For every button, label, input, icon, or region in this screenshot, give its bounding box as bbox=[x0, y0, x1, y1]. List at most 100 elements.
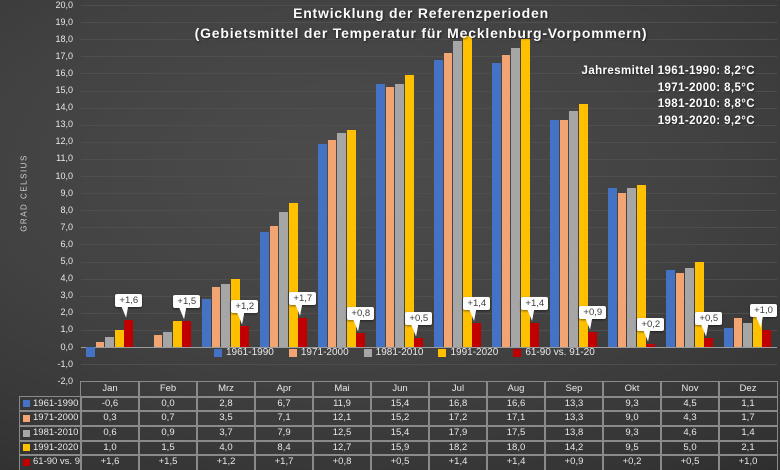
bar-1991-2020-Nov bbox=[694, 261, 704, 347]
y-tick-label: 2,0 bbox=[60, 307, 73, 318]
legend-label: 1991-2020 bbox=[450, 347, 499, 358]
legend-swatch bbox=[513, 348, 522, 357]
y-axis-title: GRAD CELSIUS bbox=[19, 154, 29, 232]
callout-tail bbox=[411, 324, 419, 337]
y-tick-label: -2,0 bbox=[57, 375, 73, 386]
table-cell-1971-2000-Mai: 12,1 bbox=[312, 410, 372, 427]
callout-Dez: +1,0 bbox=[750, 303, 777, 328]
bar-1971-2000-Apr bbox=[269, 225, 279, 347]
callout-tail bbox=[585, 317, 593, 330]
bar-1971-2000-Mai bbox=[327, 140, 337, 347]
bar-61-90-vs-91-20-Okt bbox=[646, 343, 656, 347]
table-cell-1971-2000-Aug: 17,1 bbox=[486, 410, 546, 427]
table-row-label-text: 1971-2000 bbox=[33, 412, 79, 424]
table-cell-1971-2000-Feb: 0,7 bbox=[138, 410, 198, 427]
bar-61-90-vs-91-20-Jan bbox=[124, 319, 134, 347]
bar-61-90-vs-91-20-Jun bbox=[414, 338, 424, 347]
table-corner-cell bbox=[20, 382, 81, 397]
table-cell-1981-2010-Mrz: 3,7 bbox=[196, 425, 256, 442]
series-color-swatch bbox=[23, 415, 30, 423]
y-gridline bbox=[81, 22, 777, 24]
bar-1961-1990-Mai bbox=[318, 143, 327, 347]
bar-1991-2020-Jul bbox=[462, 35, 472, 347]
bar-1961-1990-Sep bbox=[550, 119, 559, 347]
y-gridline bbox=[81, 210, 777, 212]
table-row-label-text: 1961-1990 bbox=[33, 397, 79, 409]
bar-1971-2000-Jun bbox=[385, 87, 395, 347]
legend-label: 1981-2010 bbox=[375, 347, 424, 358]
y-tick-label: 7,0 bbox=[60, 221, 73, 232]
legend-swatch bbox=[438, 348, 447, 357]
table-cell-61-90-vs-91-20-Apr: +1,7 bbox=[254, 454, 314, 470]
y-tick-label: 6,0 bbox=[60, 238, 73, 249]
y-gridline bbox=[81, 295, 777, 297]
table-row-label: 1991-2020 bbox=[19, 440, 82, 456]
table-cell-1961-1990-Jan: -0,6 bbox=[80, 396, 140, 412]
table-cell-1991-2020-Nov: 5,0 bbox=[660, 440, 720, 456]
table-cell-1991-2020-Mrz: 4,0 bbox=[196, 440, 256, 456]
table-header-Sep: Sep bbox=[544, 381, 604, 398]
table-header-Jul: Jul bbox=[428, 381, 488, 398]
callout-Sep: +0,9 bbox=[579, 305, 607, 330]
callout-tail bbox=[643, 329, 651, 342]
bar-1991-2020-Jun bbox=[404, 75, 414, 347]
callout-tail bbox=[527, 309, 535, 322]
table-cell-1961-1990-Mrz: 2,8 bbox=[196, 396, 256, 412]
callout-Feb: +1,5 bbox=[173, 295, 201, 320]
table-cell-1971-2000-Nov: 4,3 bbox=[660, 410, 720, 427]
table-row-label-text: 1991-2020 bbox=[33, 441, 79, 453]
table-header-Dez: Dez bbox=[718, 381, 778, 398]
table-cell-1961-1990-Feb: 0,0 bbox=[138, 396, 198, 412]
table-cell-1961-1990-Jun: 15,4 bbox=[370, 396, 430, 412]
bar-1971-2000-Aug bbox=[501, 54, 511, 347]
bar-1981-2010-Okt bbox=[627, 187, 636, 347]
callout-tail bbox=[701, 324, 709, 337]
legend-swatch bbox=[363, 348, 372, 357]
bar-1981-2010-Mai bbox=[337, 133, 346, 347]
table-cell-1991-2020-Jul: 18,2 bbox=[428, 440, 488, 456]
y-tick-label: 3,0 bbox=[60, 290, 73, 301]
table-cell-1961-1990-Sep: 13,3 bbox=[544, 396, 604, 412]
callout-tail bbox=[237, 312, 245, 325]
table-row-label: 61-90 vs. 91-20 bbox=[19, 454, 82, 470]
y-gridline bbox=[81, 73, 777, 75]
legend-item-1961-1990: 1961-1990 bbox=[214, 347, 274, 358]
table-cell-1981-2010-Aug: 17,5 bbox=[486, 425, 546, 442]
bar-1971-2000-Okt bbox=[617, 193, 627, 347]
y-tick-label: 13,0 bbox=[55, 119, 73, 130]
y-gridline bbox=[81, 158, 777, 160]
bar-1981-2010-Mrz bbox=[221, 283, 230, 347]
bar-1961-1990-Jun bbox=[376, 83, 385, 347]
bar-1991-2020-Okt bbox=[636, 184, 646, 347]
y-gridline bbox=[81, 193, 777, 195]
y-tick-label: 16,0 bbox=[55, 67, 73, 78]
table-header-Mai: Mai bbox=[312, 381, 372, 398]
bar-1961-1990-Nov bbox=[666, 270, 675, 347]
table-cell-1981-2010-Mai: 12,5 bbox=[312, 425, 372, 442]
legend-label: 1961-1990 bbox=[226, 347, 274, 358]
bar-61-90-vs-91-20-Aug bbox=[530, 323, 540, 347]
y-gridline bbox=[81, 107, 777, 109]
table-cell-1971-2000-Jan: 0,3 bbox=[80, 410, 140, 427]
table-cell-1991-2020-Mai: 12,7 bbox=[312, 440, 372, 456]
table-cell-1981-2010-Dez: 1,4 bbox=[718, 425, 778, 442]
table-row-label-text: 1981-2010 bbox=[33, 426, 79, 438]
callout-Mai: +0,8 bbox=[347, 307, 375, 332]
bar-1981-2010-Jul bbox=[453, 40, 462, 347]
table-cell-61-90-vs-91-20-Jan: +1,6 bbox=[80, 454, 140, 470]
y-tick-label: 5,0 bbox=[60, 256, 73, 266]
bar-1971-2000-Dez bbox=[733, 317, 743, 347]
table-cell-1991-2020-Dez: 2,1 bbox=[718, 440, 778, 456]
bar-1971-2000-Jul bbox=[443, 52, 453, 347]
table-cell-61-90-vs-91-20-Nov: +0,5 bbox=[660, 454, 720, 470]
bar-1981-2010-Sep bbox=[569, 111, 578, 347]
y-tick-label: 17,0 bbox=[55, 50, 73, 61]
y-gridline bbox=[81, 124, 777, 126]
table-cell-1981-2010-Feb: 0,9 bbox=[138, 425, 198, 442]
y-gridline bbox=[81, 381, 777, 383]
chart-title-line1: Entwicklung der Referenzperioden bbox=[293, 5, 549, 21]
table-header-Okt: Okt bbox=[602, 381, 662, 398]
bar-1981-2010-Apr bbox=[279, 211, 288, 347]
y-gridline bbox=[81, 141, 777, 143]
bar-1961-1990-Jul bbox=[434, 59, 443, 347]
